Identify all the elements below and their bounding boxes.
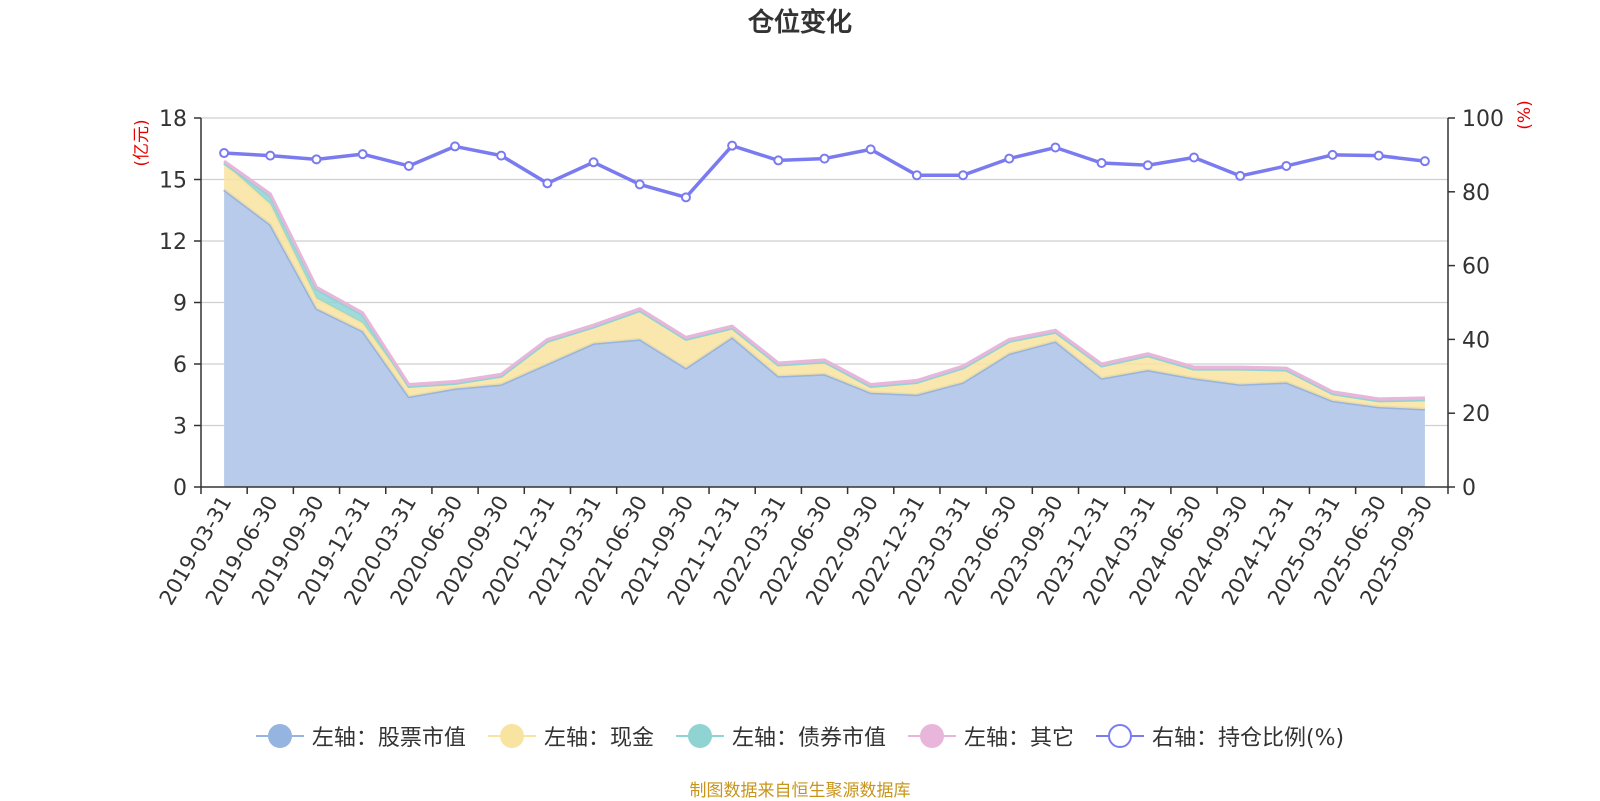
ratio-point	[542, 178, 553, 189]
legend-item-ratio[interactable]: 右轴：持仓比例(%)	[1095, 720, 1345, 752]
legend-item-cash[interactable]: 左轴：现金	[487, 720, 654, 752]
ratio-point	[680, 192, 691, 203]
ratio-point	[1004, 153, 1015, 164]
right-tick-label: 20	[1462, 402, 1490, 427]
legend-label-other: 左轴：其它	[963, 726, 1074, 751]
ratio-point	[1142, 160, 1153, 171]
legend-label-bond: 左轴：债券市值	[731, 726, 886, 751]
ratio-point	[958, 170, 969, 181]
legend-swatch-cash-icon	[487, 722, 536, 750]
ratio-point	[819, 153, 830, 164]
left-tick-label: 6	[173, 353, 187, 378]
legend-label-cash: 左轴：现金	[543, 726, 654, 751]
ratio-point	[1373, 150, 1384, 161]
legend-swatch-other-icon	[907, 722, 956, 750]
legend-item-bond[interactable]: 左轴：债券市值	[675, 720, 886, 752]
chart-title: 仓位变化	[747, 8, 852, 38]
ratio-point	[265, 150, 276, 161]
ratio-point	[634, 179, 645, 190]
ratio-point	[1419, 156, 1430, 167]
ratio-point	[450, 141, 461, 152]
ratio-point	[911, 170, 922, 181]
ratio-point	[357, 149, 368, 160]
right-tick-label: 40	[1462, 328, 1490, 353]
ratio-point	[496, 150, 507, 161]
right-axis-unit: (%)	[1515, 100, 1535, 129]
right-tick-label: 80	[1462, 181, 1490, 206]
ratio-series-line	[223, 143, 1426, 200]
ratio-point	[1327, 149, 1338, 160]
ratio-point	[219, 148, 230, 159]
area-cash	[224, 163, 1425, 410]
legend-label-ratio: 右轴：持仓比例(%)	[1151, 726, 1345, 751]
ratio-point	[865, 144, 876, 155]
stacked-areas	[223, 159, 1425, 487]
ratio-point	[727, 140, 738, 151]
left-tick-label: 18	[159, 107, 187, 132]
legend-swatch-ratio-icon	[1095, 722, 1144, 750]
ratio-point	[773, 155, 784, 166]
ratio-line	[219, 140, 1430, 203]
legend: 左轴：股票市值 左轴：现金 左轴：债券市值 左轴：其它 右轴：持仓比例(%)	[0, 720, 1600, 752]
legend-swatch-stock-icon	[255, 722, 304, 750]
left-tick-label: 15	[159, 169, 187, 194]
ratio-point	[588, 157, 599, 168]
ratio-point	[403, 160, 414, 171]
source-note: 制图数据来自恒生聚源数据库	[689, 781, 911, 801]
area-edge-other	[223, 159, 1425, 401]
right-tick-label: 0	[1462, 476, 1476, 501]
left-tick-label: 12	[159, 230, 187, 255]
left-tick-label: 3	[173, 415, 187, 440]
legend-item-other[interactable]: 左轴：其它	[907, 720, 1074, 752]
right-tick-label: 60	[1462, 255, 1490, 280]
ratio-point	[1281, 160, 1292, 171]
legend-label-stock: 左轴：股票市值	[311, 726, 466, 751]
left-axis-unit: (亿元)	[132, 119, 152, 166]
ratio-point	[1188, 152, 1199, 163]
legend-swatch-bond-icon	[675, 722, 724, 750]
legend-item-stock[interactable]: 左轴：股票市值	[255, 720, 466, 752]
left-tick-label: 0	[173, 476, 187, 501]
right-tick-label: 100	[1462, 107, 1504, 132]
ratio-point	[1050, 142, 1061, 153]
ratio-point	[1235, 170, 1246, 181]
area-stock	[224, 189, 1425, 487]
ratio-point	[311, 154, 322, 165]
left-tick-label: 9	[173, 292, 187, 317]
ratio-point	[1096, 158, 1107, 169]
